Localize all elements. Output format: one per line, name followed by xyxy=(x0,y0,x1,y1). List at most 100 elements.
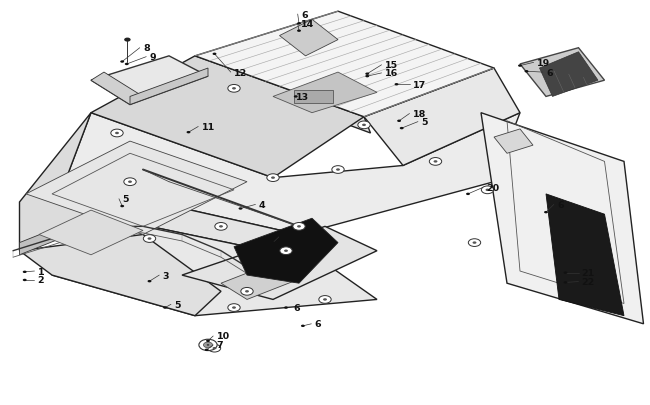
Polygon shape xyxy=(195,57,370,134)
Text: 19: 19 xyxy=(537,59,550,68)
Polygon shape xyxy=(91,57,208,105)
Circle shape xyxy=(232,307,236,309)
Circle shape xyxy=(365,76,369,78)
Circle shape xyxy=(468,239,481,247)
Circle shape xyxy=(362,124,366,127)
Polygon shape xyxy=(52,215,377,316)
Text: 5: 5 xyxy=(122,195,129,204)
Circle shape xyxy=(525,71,528,73)
Circle shape xyxy=(271,177,275,179)
Circle shape xyxy=(23,279,27,281)
Polygon shape xyxy=(65,182,325,263)
Circle shape xyxy=(148,238,151,240)
Polygon shape xyxy=(20,235,221,316)
Polygon shape xyxy=(494,130,533,154)
Text: 6: 6 xyxy=(557,200,564,209)
Circle shape xyxy=(213,347,216,350)
Circle shape xyxy=(124,178,136,186)
Text: 13: 13 xyxy=(296,93,309,102)
Circle shape xyxy=(111,130,124,137)
Text: 21: 21 xyxy=(582,269,595,277)
Polygon shape xyxy=(65,113,520,235)
Circle shape xyxy=(125,64,129,66)
Circle shape xyxy=(163,307,167,309)
Circle shape xyxy=(473,242,476,244)
Circle shape xyxy=(395,84,398,86)
Circle shape xyxy=(297,30,301,33)
Text: 8: 8 xyxy=(143,44,150,53)
Polygon shape xyxy=(364,69,520,166)
Polygon shape xyxy=(26,142,247,235)
Circle shape xyxy=(239,208,242,210)
Text: 4: 4 xyxy=(259,200,265,209)
Polygon shape xyxy=(39,211,143,255)
Circle shape xyxy=(294,96,298,98)
Text: 6: 6 xyxy=(315,320,321,328)
Text: 5: 5 xyxy=(282,233,289,242)
Circle shape xyxy=(284,307,288,309)
Circle shape xyxy=(292,223,306,230)
Polygon shape xyxy=(20,113,91,251)
Circle shape xyxy=(23,271,27,273)
Text: 1: 1 xyxy=(38,267,44,276)
Circle shape xyxy=(205,349,209,351)
Circle shape xyxy=(518,65,522,68)
Circle shape xyxy=(219,226,223,228)
Circle shape xyxy=(365,73,369,76)
Circle shape xyxy=(332,166,344,174)
Text: 7: 7 xyxy=(216,341,223,350)
Text: 22: 22 xyxy=(582,277,595,286)
Polygon shape xyxy=(195,12,494,117)
Circle shape xyxy=(486,189,489,192)
Circle shape xyxy=(301,325,305,327)
Text: 11: 11 xyxy=(202,123,214,132)
Text: 15: 15 xyxy=(385,61,398,70)
Circle shape xyxy=(481,186,494,194)
Circle shape xyxy=(232,88,236,90)
Circle shape xyxy=(564,281,567,284)
Polygon shape xyxy=(273,73,377,113)
Circle shape xyxy=(199,339,217,351)
Circle shape xyxy=(227,304,240,312)
Text: 6: 6 xyxy=(546,68,552,77)
Text: 17: 17 xyxy=(413,81,426,90)
Polygon shape xyxy=(280,20,338,57)
Text: 20: 20 xyxy=(486,183,499,192)
Circle shape xyxy=(115,132,119,135)
Polygon shape xyxy=(234,219,338,284)
FancyBboxPatch shape xyxy=(294,90,333,104)
Text: 5: 5 xyxy=(421,118,428,127)
Circle shape xyxy=(208,344,221,352)
Circle shape xyxy=(564,272,567,274)
Circle shape xyxy=(297,226,301,228)
Text: 6: 6 xyxy=(294,303,300,312)
Circle shape xyxy=(207,344,209,346)
Circle shape xyxy=(124,38,131,43)
Polygon shape xyxy=(481,113,644,324)
Polygon shape xyxy=(546,194,624,316)
Circle shape xyxy=(148,280,151,283)
Text: 12: 12 xyxy=(234,68,247,77)
Text: 16: 16 xyxy=(385,69,398,78)
Circle shape xyxy=(284,250,288,252)
Circle shape xyxy=(429,158,442,166)
Circle shape xyxy=(297,23,301,26)
Text: 10: 10 xyxy=(216,332,229,341)
Circle shape xyxy=(203,342,213,348)
Circle shape xyxy=(240,288,254,296)
Circle shape xyxy=(187,132,190,134)
Polygon shape xyxy=(540,53,598,97)
Polygon shape xyxy=(221,263,299,300)
Circle shape xyxy=(323,298,327,301)
Circle shape xyxy=(120,205,124,208)
Text: 2: 2 xyxy=(38,276,44,285)
Circle shape xyxy=(143,235,156,243)
Text: 5: 5 xyxy=(174,300,181,309)
Circle shape xyxy=(227,85,240,93)
Circle shape xyxy=(397,120,401,123)
Circle shape xyxy=(214,223,227,230)
Circle shape xyxy=(358,122,370,130)
Circle shape xyxy=(245,290,249,293)
Polygon shape xyxy=(20,215,91,255)
Text: 9: 9 xyxy=(150,53,156,62)
